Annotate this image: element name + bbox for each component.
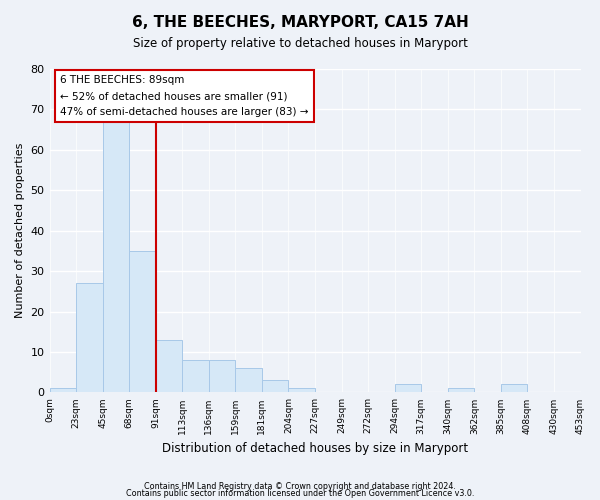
Bar xyxy=(289,388,315,392)
Bar xyxy=(103,122,129,392)
Y-axis label: Number of detached properties: Number of detached properties xyxy=(15,143,25,318)
Text: 6, THE BEECHES, MARYPORT, CA15 7AH: 6, THE BEECHES, MARYPORT, CA15 7AH xyxy=(131,15,469,30)
Bar xyxy=(76,284,103,393)
Text: Contains HM Land Registry data © Crown copyright and database right 2024.: Contains HM Land Registry data © Crown c… xyxy=(144,482,456,491)
Bar xyxy=(262,380,289,392)
Bar xyxy=(501,384,527,392)
X-axis label: Distribution of detached houses by size in Maryport: Distribution of detached houses by size … xyxy=(162,442,468,455)
Text: Size of property relative to detached houses in Maryport: Size of property relative to detached ho… xyxy=(133,38,467,51)
Bar xyxy=(209,360,235,392)
Bar xyxy=(182,360,209,392)
Bar xyxy=(129,251,156,392)
Text: 6 THE BEECHES: 89sqm
← 52% of detached houses are smaller (91)
47% of semi-detac: 6 THE BEECHES: 89sqm ← 52% of detached h… xyxy=(60,76,308,116)
Bar xyxy=(50,388,76,392)
Bar xyxy=(448,388,475,392)
Text: Contains public sector information licensed under the Open Government Licence v3: Contains public sector information licen… xyxy=(126,490,474,498)
Bar xyxy=(235,368,262,392)
Bar xyxy=(395,384,421,392)
Bar xyxy=(156,340,182,392)
